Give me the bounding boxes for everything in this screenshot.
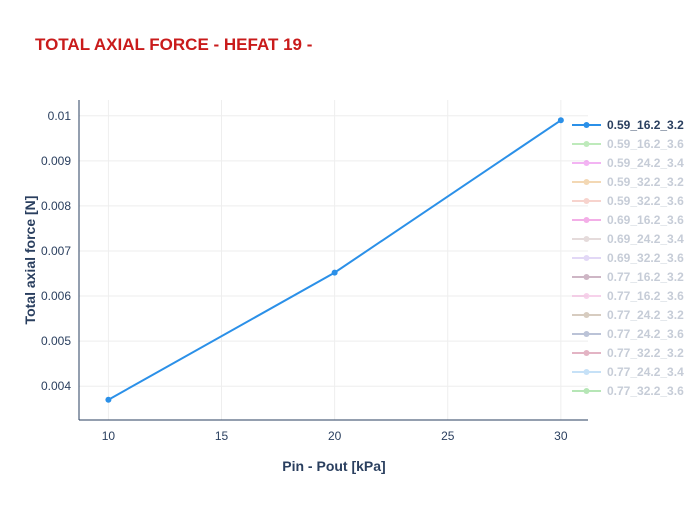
legend-item[interactable]: 0.77_24.2_3.4 [572,365,684,379]
legend-label: 0.69_32.2_3.6 [607,251,684,265]
legend-item[interactable]: 0.77_32.2_3.6 [572,384,684,398]
x-tick-labels: 10 15 20 25 30 [102,429,568,443]
legend-item[interactable]: 0.77_24.2_3.6 [572,327,684,341]
chart-title: TOTAL AXIAL FORCE - HEFAT 19 - [35,35,312,54]
legend-swatch-marker [583,293,590,299]
axes-layer [78,100,588,421]
legend-label: 0.59_24.2_3.4 [607,156,684,170]
y-axis-label: Total axial force [N] [22,196,38,325]
legend-item[interactable]: 0.59_24.2_3.4 [572,156,684,170]
legend-item[interactable]: 0.77_32.2_3.2 [572,346,684,360]
y-tick-label: 0.005 [41,334,71,348]
legend-label: 0.59_32.2_3.2 [607,175,684,189]
legend-label: 0.69_24.2_3.4 [607,232,684,246]
y-tick-label: 0.004 [41,379,71,393]
legend-item[interactable]: 0.69_16.2_3.6 [572,213,684,227]
y-tick-labels: 0.004 0.005 0.006 0.007 0.008 0.009 0.01 [41,109,71,393]
y-tick-label: 0.008 [41,199,71,213]
series-layer [105,117,564,403]
legend-swatch-marker [583,312,590,318]
legend-swatch-marker [583,198,590,204]
legend-label: 0.77_24.2_3.4 [607,365,684,379]
legend-swatch-marker [583,141,590,147]
legend-item[interactable]: 0.59_32.2_3.2 [572,175,684,189]
data-point[interactable] [105,396,112,403]
legend-item[interactable]: 0.59_16.2_3.2 [572,118,684,132]
legend-item[interactable]: 0.69_32.2_3.6 [572,251,684,265]
legend-swatch-marker [583,217,590,223]
grid-layer [79,100,588,420]
legend-swatch-marker [583,331,590,337]
legend-item[interactable]: 0.77_16.2_3.2 [572,270,684,284]
legend-label: 0.59_16.2_3.6 [607,137,684,151]
legend-swatch-marker [583,388,590,394]
legend-label: 0.77_16.2_3.2 [607,270,684,284]
legend-item[interactable]: 0.77_16.2_3.6 [572,289,684,303]
legend-swatch-marker [583,369,590,375]
legend-swatch-marker [583,274,590,280]
legend-label: 0.59_16.2_3.2 [607,118,684,132]
legend-item[interactable]: 0.59_16.2_3.6 [572,137,684,151]
legend-swatch-marker [583,255,590,261]
x-axis-label: Pin - Pout [kPa] [282,458,385,474]
y-tick-label: 0.007 [41,244,71,258]
legend-swatch-marker [583,179,590,185]
x-tick-label: 15 [215,429,229,443]
x-tick-label: 30 [554,429,568,443]
y-tick-label: 0.006 [41,289,71,303]
legend-label: 0.77_24.2_3.2 [607,308,684,322]
data-point[interactable] [557,117,564,124]
legend-swatch-marker [583,122,590,128]
x-tick-label: 10 [102,429,116,443]
legend-swatch-marker [583,160,590,166]
legend-swatch-marker [583,350,590,356]
legend: 0.59_16.2_3.2 0.59_16.2_3.6 0.59_24.2_3.4 0… [572,118,684,398]
legend-item[interactable]: 0.77_24.2_3.2 [572,308,684,322]
legend-label: 0.77_32.2_3.2 [607,346,684,360]
legend-item[interactable]: 0.69_24.2_3.4 [572,232,684,246]
legend-label: 0.77_32.2_3.6 [607,384,684,398]
legend-label: 0.59_32.2_3.6 [607,194,684,208]
x-tick-label: 25 [441,429,455,443]
data-point[interactable] [331,269,338,276]
y-tick-label: 0.009 [41,154,71,168]
legend-label: 0.77_24.2_3.6 [607,327,684,341]
legend-swatch-marker [583,236,590,242]
legend-label: 0.69_16.2_3.6 [607,213,684,227]
legend-label: 0.77_16.2_3.6 [607,289,684,303]
x-tick-label: 20 [328,429,342,443]
legend-item[interactable]: 0.59_32.2_3.6 [572,194,684,208]
y-tick-label: 0.01 [48,109,72,123]
